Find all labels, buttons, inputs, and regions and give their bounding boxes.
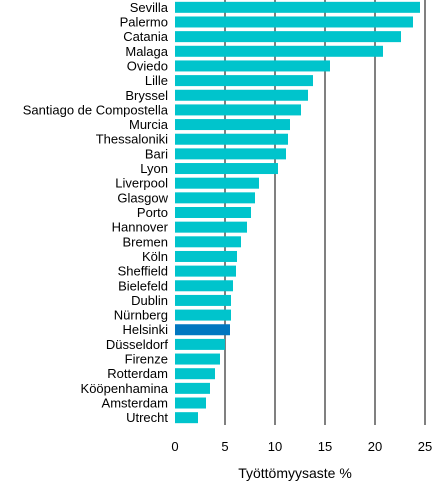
category-label: Firenze <box>125 352 168 367</box>
category-label: Thessaloniki <box>96 132 168 147</box>
category-label: Lille <box>145 73 168 88</box>
bar <box>175 236 241 248</box>
category-label: Sevilla <box>130 0 169 15</box>
bar <box>175 309 231 321</box>
bar <box>175 148 286 160</box>
bar <box>175 192 255 204</box>
x-tick-label: 15 <box>318 439 332 454</box>
bar <box>175 412 198 424</box>
bar <box>175 397 206 409</box>
category-label: Amsterdam <box>102 396 168 411</box>
category-label: Oviedo <box>127 58 168 73</box>
bar <box>175 177 259 189</box>
category-label: Bremen <box>122 234 168 249</box>
category-label: Nürnberg <box>114 308 168 323</box>
category-label: Catania <box>123 29 169 44</box>
bar <box>175 294 231 306</box>
bar <box>175 382 210 394</box>
bar <box>175 353 220 365</box>
bar <box>175 89 308 101</box>
bar <box>175 324 230 336</box>
category-label: Rotterdam <box>107 366 168 381</box>
bars <box>175 1 420 424</box>
category-label: Palermo <box>120 14 168 29</box>
x-tick-labels: 0 5 10 15 20 25 <box>171 439 432 454</box>
bar <box>175 133 288 145</box>
category-label: Liverpool <box>115 176 168 191</box>
category-label: Köln <box>142 249 168 264</box>
category-label: Kööpenhamina <box>81 381 169 396</box>
bar <box>175 207 251 218</box>
category-label: Hannover <box>112 220 169 235</box>
category-label: Malaga <box>125 44 168 59</box>
category-label: Bielefeld <box>118 278 168 293</box>
category-label: Utrecht <box>126 410 168 425</box>
bar <box>175 280 233 292</box>
bar <box>175 31 401 43</box>
bar <box>175 265 236 277</box>
category-label: Porto <box>137 205 168 220</box>
category-label: Santiago de Compostella <box>23 102 169 117</box>
category-label: Düsseldorf <box>106 337 169 352</box>
bar <box>175 368 215 380</box>
category-label: Glasgow <box>117 190 168 205</box>
bar <box>175 163 278 175</box>
bar <box>175 250 237 262</box>
category-label: Bari <box>145 146 168 161</box>
category-label: Sheffield <box>118 264 168 279</box>
category-label: Helsinki <box>122 322 168 337</box>
x-tick-label: 20 <box>368 439 382 454</box>
category-labels: SevillaPalermoCataniaMalagaOviedoLilleBr… <box>23 0 169 425</box>
bar <box>175 60 330 72</box>
category-label: Lyon <box>140 161 168 176</box>
x-axis-title: Työttömyysaste % <box>238 465 352 481</box>
bar <box>175 338 225 350</box>
x-tick-label: 10 <box>268 439 282 454</box>
category-label: Bryssel <box>125 88 168 103</box>
bar <box>175 119 290 131</box>
bar <box>175 104 301 116</box>
category-label: Murcia <box>129 117 169 132</box>
bar <box>175 221 247 233</box>
bar <box>175 1 420 13</box>
category-label: Dublin <box>131 293 168 308</box>
x-tick-label: 5 <box>221 439 228 454</box>
x-tick-label: 25 <box>418 439 432 454</box>
x-tick-label: 0 <box>171 439 178 454</box>
bar <box>175 75 313 87</box>
bar <box>175 16 413 28</box>
bar <box>175 45 383 57</box>
